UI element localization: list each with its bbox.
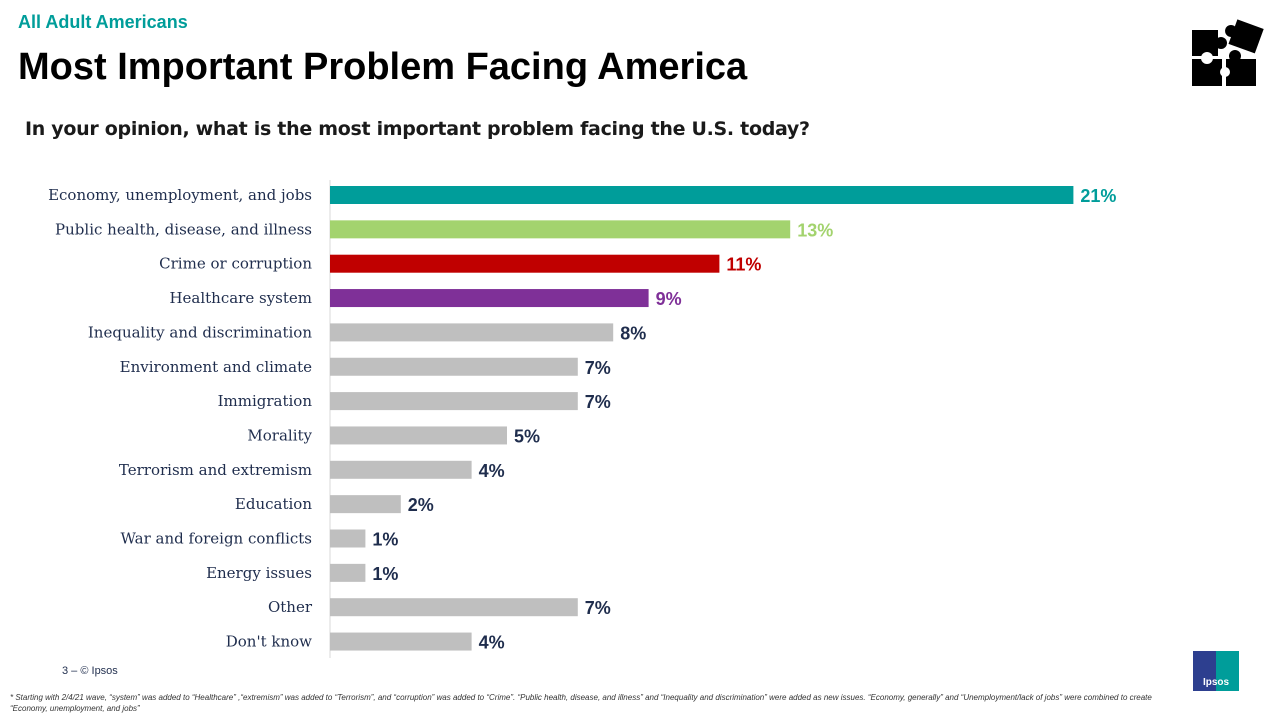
data-label: 9% [656, 289, 682, 309]
category-label: Environment and climate [120, 358, 312, 376]
category-label: Immigration [218, 392, 313, 410]
data-label: 11% [726, 255, 761, 275]
data-label: 7% [585, 392, 611, 412]
question-text: In your opinion, what is the most import… [25, 118, 810, 140]
bar [330, 460, 472, 479]
category-label: Other [268, 598, 313, 616]
data-label: 7% [585, 598, 611, 618]
category-label: Terrorism and extremism [119, 461, 312, 479]
page-number: 3 – © Ipsos [62, 665, 118, 677]
category-label: Morality [247, 426, 312, 444]
bar-chart: Economy, unemployment, and jobs 21% Public… [48, 180, 1116, 658]
bar [330, 357, 578, 376]
bar [330, 563, 366, 582]
bar [330, 529, 366, 548]
data-label: 13% [797, 220, 833, 240]
category-label: Public health, disease, and illness [55, 220, 312, 238]
bar [330, 426, 507, 445]
data-label: 7% [585, 358, 611, 378]
category-label: Education [235, 495, 312, 513]
bar [330, 598, 578, 617]
category-label: War and foreign conflicts [121, 530, 312, 548]
bar [330, 254, 720, 273]
bar [330, 220, 791, 239]
bar [330, 495, 401, 514]
data-label: 5% [514, 426, 540, 446]
category-label: Don't know [226, 633, 312, 651]
bar [330, 289, 649, 308]
bar [330, 392, 578, 411]
audience-label: All Adult Americans [18, 12, 188, 32]
data-label: 21% [1080, 186, 1116, 206]
footnote: * Starting with 2/4/21 wave, “system” wa… [10, 693, 1152, 713]
data-label: 2% [408, 495, 434, 515]
bar [330, 186, 1074, 204]
category-label: Crime or corruption [159, 255, 312, 273]
data-label: 1% [372, 530, 398, 550]
ipsos-logo-text: Ipsos [1202, 677, 1230, 688]
puzzle-pieces-icon [1192, 19, 1264, 86]
category-label: Economy, unemployment, and jobs [48, 186, 312, 204]
data-label: 4% [479, 633, 505, 653]
data-label: 1% [372, 564, 398, 584]
category-label: Inequality and discrimination [88, 323, 312, 341]
ipsos-logo: Ipsos [1193, 651, 1239, 691]
data-label: 4% [479, 461, 505, 481]
bar [330, 323, 614, 342]
bar [330, 632, 472, 651]
page-title: Most Important Problem Facing America [18, 46, 748, 88]
category-label: Healthcare system [169, 289, 312, 307]
data-label: 8% [620, 323, 646, 343]
category-label: Energy issues [206, 564, 312, 582]
